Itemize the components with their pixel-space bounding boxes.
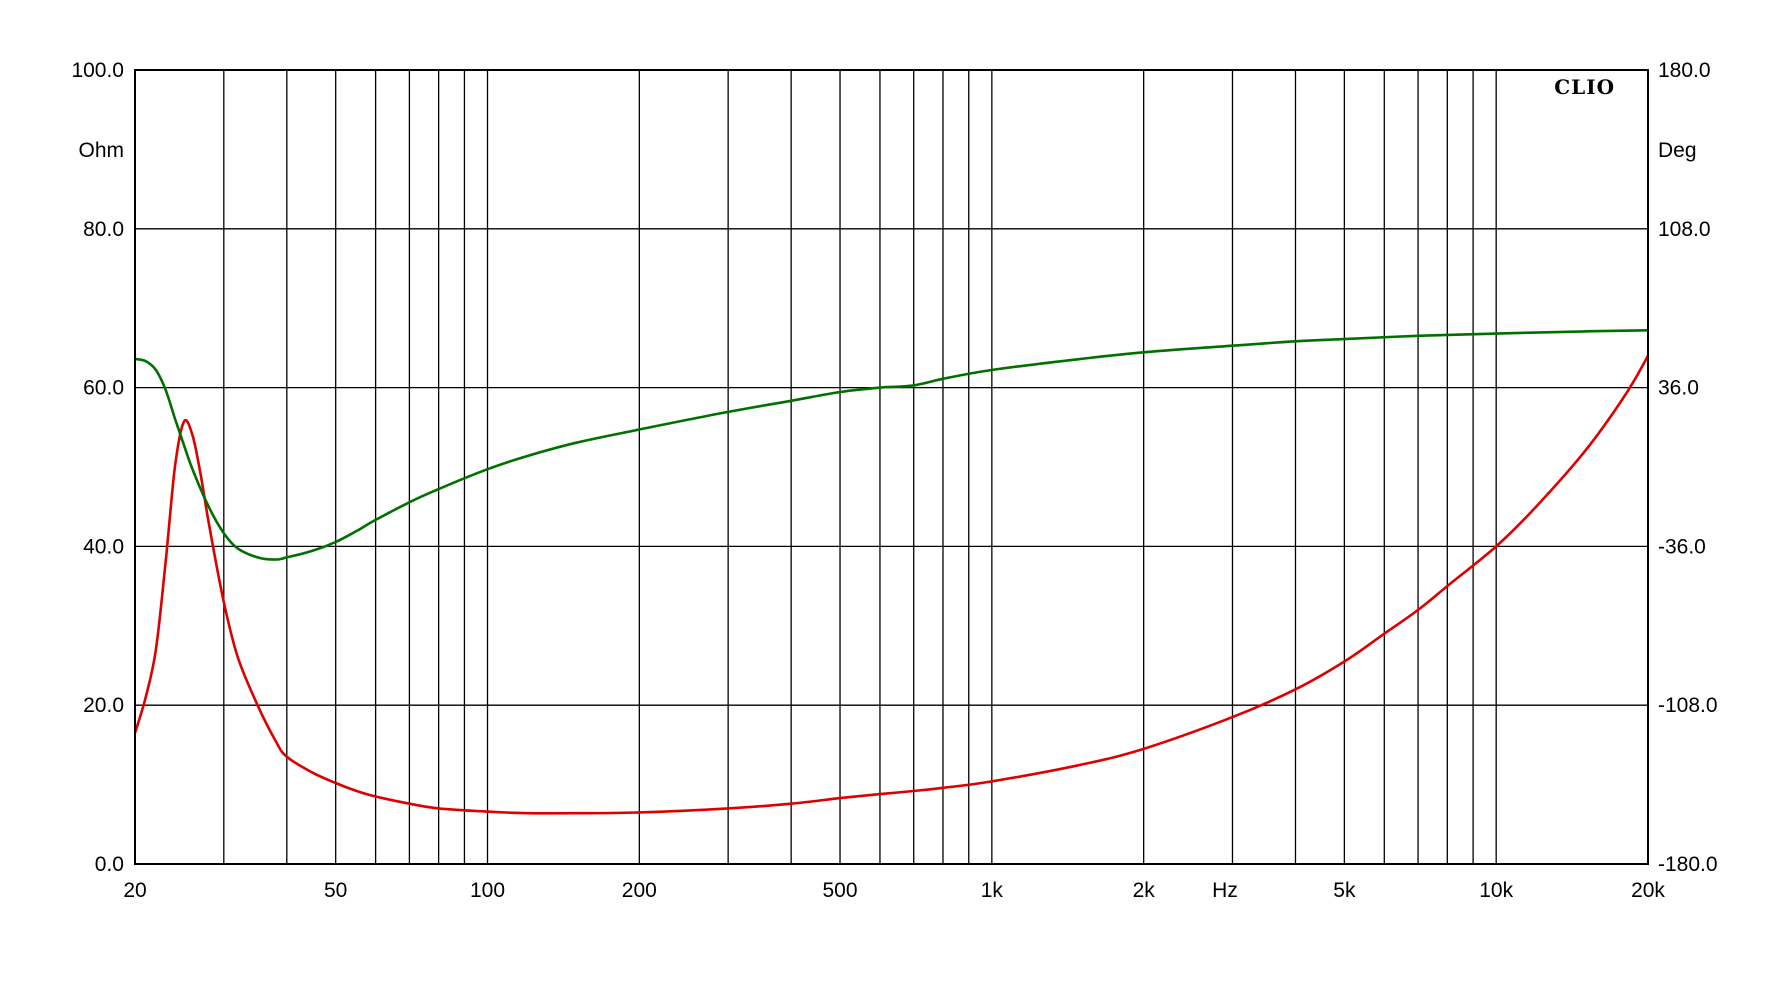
grid-lines [135,70,1648,864]
y-tick-label: 100.0 [71,59,124,82]
y2-tick-label: -36.0 [1658,535,1706,558]
x-tick-label: 5k [1333,879,1356,902]
y-tick-label: 20.0 [83,694,124,717]
x-tick-label: 1k [981,879,1004,902]
y-tick-label: 0.0 [95,853,124,876]
x-axis-unit-label: Hz [1212,879,1238,902]
clio-brand-label: CLIO [1554,75,1615,99]
x-tick-label: 20k [1631,879,1665,902]
impedance-series-line [133,355,1650,815]
x-tick-label: 200 [622,879,657,902]
y-tick-label: 80.0 [83,218,124,241]
x-tick-label: 100 [470,879,505,902]
y-axis-unit-label: Ohm [78,139,124,162]
axis-labels: CLIO Ohm Deg Hz 20 50 100 200 500 1k 2k 5k 10k 20… [71,59,1717,902]
y-tick-label: 60.0 [83,377,124,400]
y2-tick-label: -108.0 [1658,694,1718,717]
y2-axis-unit-label: Deg [1658,139,1697,162]
x-tick-label: 2k [1133,879,1156,902]
y2-tick-label: 36.0 [1658,377,1699,400]
y2-tick-label: 108.0 [1658,218,1711,241]
x-tick-label: 50 [324,879,347,902]
y2-tick-label: 180.0 [1658,59,1711,82]
series-layer [133,329,1650,815]
x-tick-label: 10k [1479,879,1513,902]
phase-series-line [134,329,1649,561]
x-tick-label: 500 [823,879,858,902]
plot-frame [134,69,1649,865]
y-tick-label: 40.0 [83,535,124,558]
y2-tick-label: -180.0 [1658,853,1718,876]
x-tick-label: 20 [123,879,146,902]
